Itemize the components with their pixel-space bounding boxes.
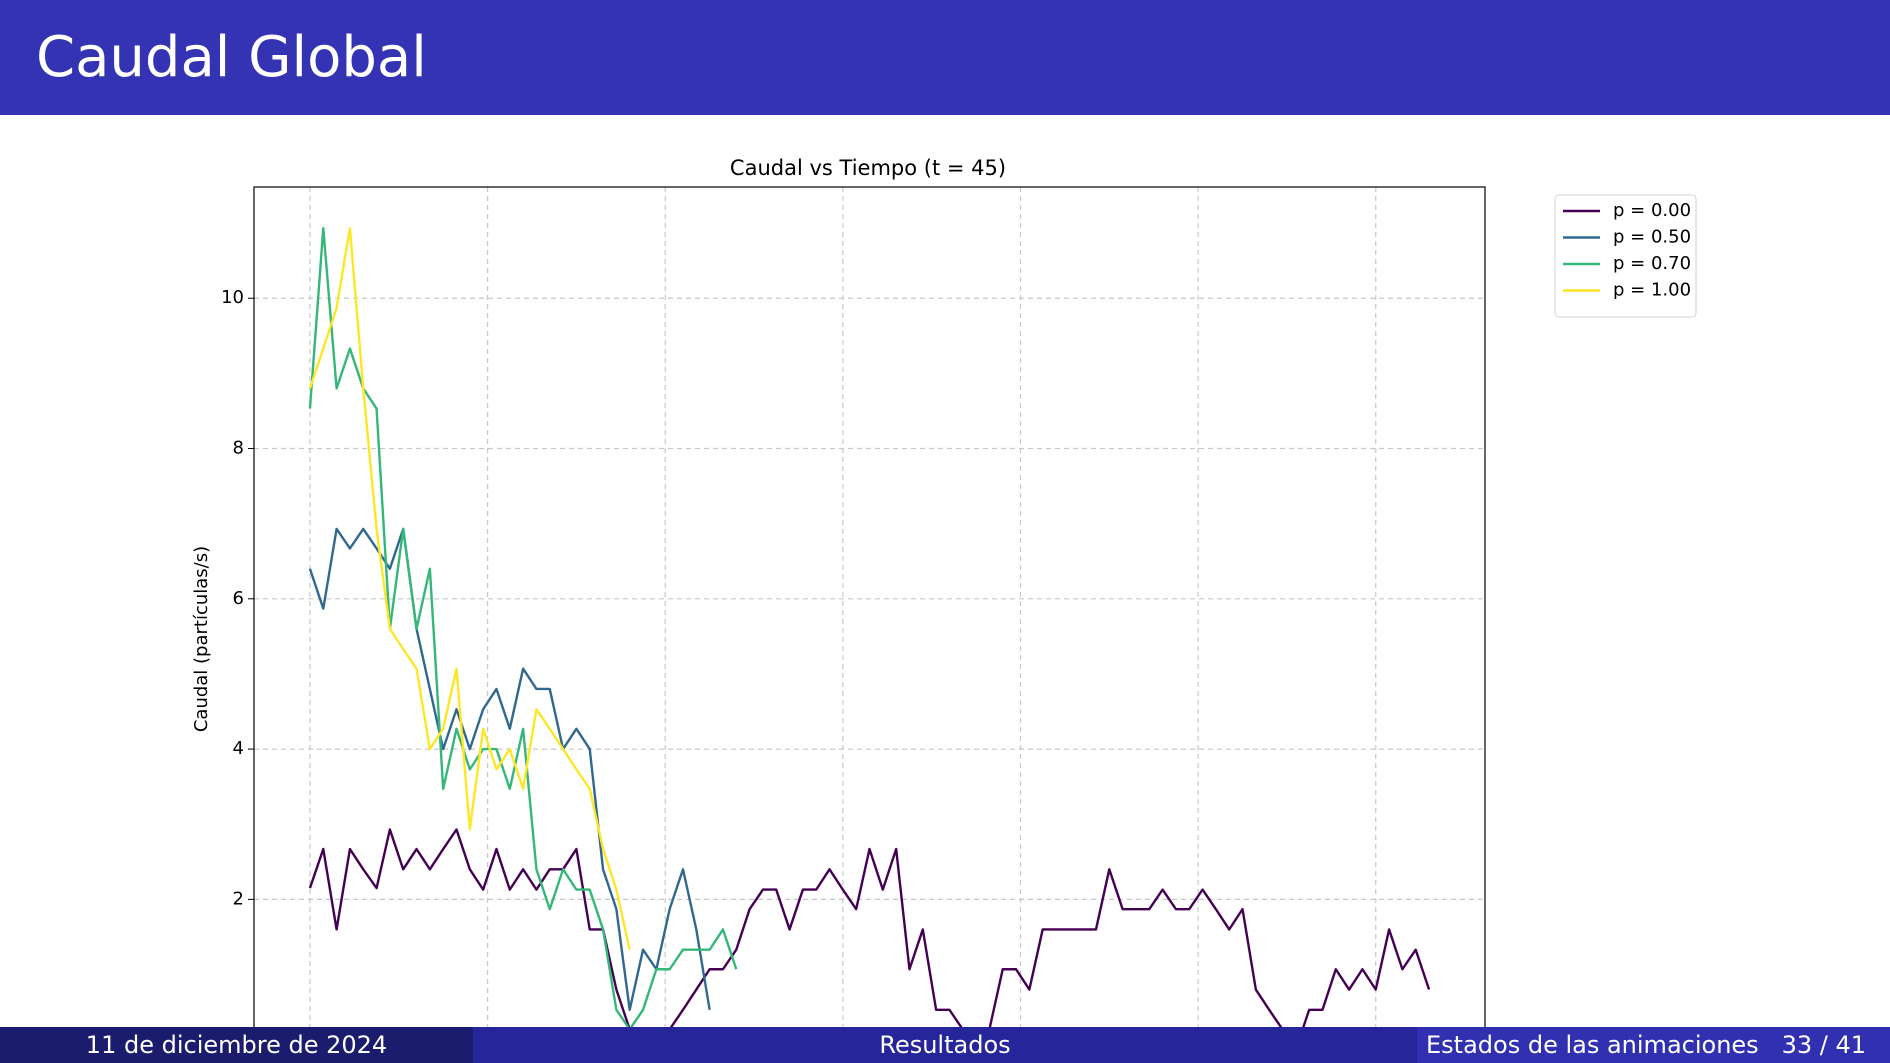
footer-page: 33 / 41 xyxy=(1781,1031,1866,1059)
y-tick-label: 2 xyxy=(233,888,244,909)
data-line xyxy=(308,828,1431,1051)
legend-label: p = 1.00 xyxy=(1613,280,1691,301)
legend-box xyxy=(1554,194,1697,318)
header-bar: Caudal Global xyxy=(0,0,1890,115)
legend-label: p = 0.00 xyxy=(1613,200,1691,221)
data-line xyxy=(308,527,711,1012)
footer-date: 11 de diciembre de 2024 xyxy=(0,1027,473,1063)
y-tick-label: 10 xyxy=(221,287,244,308)
y-tick-label: 8 xyxy=(233,438,244,459)
y-tick-label: 6 xyxy=(233,588,244,609)
footer-bar: 11 de diciembre de 2024 Resultados Estad… xyxy=(0,1027,1890,1063)
plot-frame xyxy=(253,186,1486,1063)
slide-title: Caudal Global xyxy=(36,25,427,90)
footer-subsection: Estados de las animaciones xyxy=(1426,1031,1759,1059)
y-axis-label: Caudal (partículas/s) xyxy=(191,546,212,732)
legend-label: p = 0.50 xyxy=(1613,227,1691,248)
data-line xyxy=(308,227,631,950)
chart-title: Caudal vs Tiempo (t = 45) xyxy=(730,156,1006,180)
legend-label: p = 0.70 xyxy=(1613,253,1691,274)
data-line xyxy=(308,227,738,1031)
y-tick-label: 4 xyxy=(233,738,244,759)
footer-section: Resultados xyxy=(473,1027,1417,1063)
footer-right: Estados de las animaciones 33 / 41 xyxy=(1417,1027,1890,1063)
